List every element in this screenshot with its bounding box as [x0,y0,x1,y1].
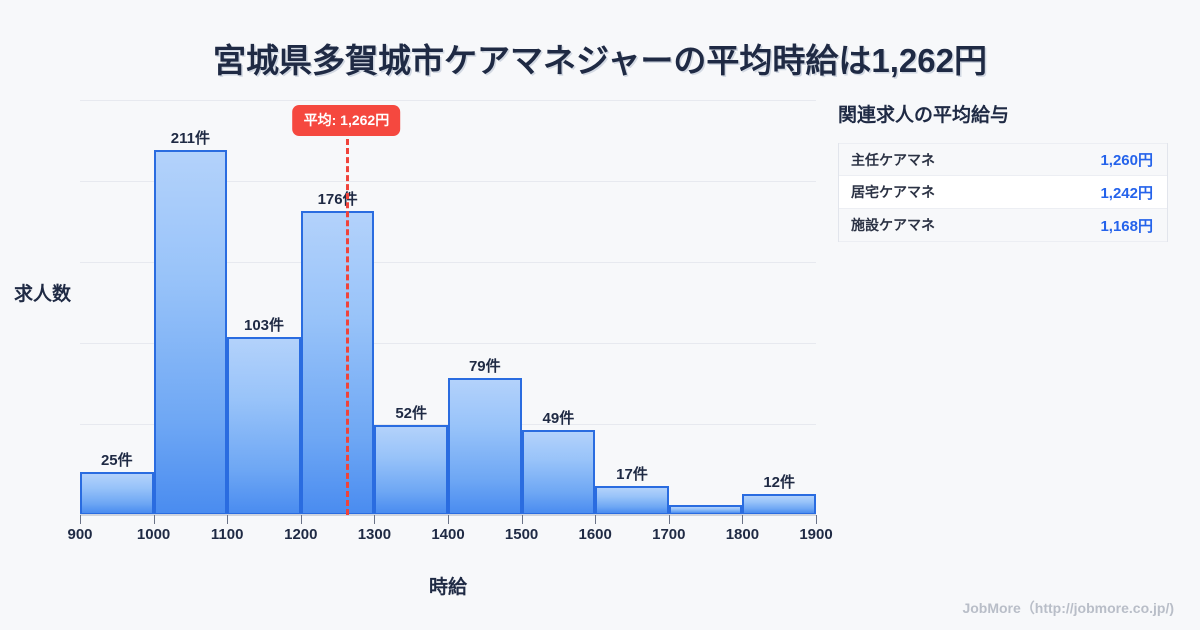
page-title: 宮城県多賀城市ケアマネジャーの平均時給は1,262円 [213,42,987,79]
row-value: 1,168円 [1100,217,1153,235]
chart-canvas: 900 1000 1100 1200 1300 1400 1500 1600 1700 1800 1… [14,100,833,598]
gridline [80,343,816,344]
bar [668,504,743,515]
bar-label: 79件 [468,358,501,376]
x-axis-tick-label: 1900 [799,526,833,543]
bar-label: 211件 [170,130,210,148]
bar [374,425,448,515]
x-axis-tick [153,515,155,524]
gridline [80,181,816,182]
bar-label: 12件 [763,474,796,492]
mean-vline [346,130,350,515]
row-value: 1,260円 [1100,152,1153,169]
bar [448,378,522,515]
bar-label: 25件 [100,451,133,469]
x-axis-tick [595,515,597,524]
bar-label: 17件 [616,465,648,483]
related-salary-table: 主任ケアマネ 1,260円居宅ケアマネ 1,242円施設ケアマネ 1,168円 [838,143,1168,242]
bar-label: 52件 [395,405,428,423]
table-row: 居宅ケアマネ 1,242円 [839,176,1167,209]
x-axis-tick-label: 900 [67,526,93,543]
bar [227,336,301,515]
x-axis-tick-label: 1700 [652,526,686,543]
x-axis-tick-label: 1600 [578,526,612,543]
x-axis-tick [227,515,229,524]
watermark: JobMore（http://jobmore.co.jp/) [962,600,1174,616]
x-axis-tick-label: 1000 [136,526,171,543]
mean-badge: 平均: 1,262円 [292,105,401,136]
row-label: 居宅ケアマネ [851,184,935,200]
plot-area [80,100,816,515]
related-salary-panel: 関連求人の平均給与 主任ケアマネ 1,260円居宅ケアマネ 1,242円施設ケアマネ… [838,100,1168,242]
gridline [80,262,816,263]
row-label: 施設ケアマネ [851,217,935,233]
bar [80,471,154,515]
x-axis-tick [816,515,817,524]
x-axis-tick-label: 1300 [357,526,392,543]
table-row: 主任ケアマネ 1,260円 [839,143,1167,176]
x-axis-tick-label: 1500 [504,526,539,543]
x-axis-tick [742,515,744,524]
x-axis-tick [80,515,81,524]
x-axis-tick-label: 1100 [210,526,244,543]
x-axis-tick [300,515,302,524]
bar [521,430,596,515]
bar [153,150,228,515]
x-axis-tick [521,515,523,524]
bar [742,494,816,515]
row-value: 1,242円 [1100,184,1153,202]
x-axis-tick [374,515,376,524]
x-axis-title: 時給 [428,577,467,598]
bar-label: 176件 [317,190,358,208]
bar-label: 103件 [243,316,285,334]
bar [300,210,375,515]
x-axis-tick-label: 1800 [725,526,760,543]
x-axis-tick-label: 1200 [284,526,318,543]
gridline [80,100,816,101]
bar-label: 49件 [542,410,575,428]
x-axis-tick-label: 1400 [431,526,465,543]
x-axis-tick [668,515,670,524]
table-row: 施設ケアマネ 1,168円 [839,209,1167,242]
x-axis-tick [448,515,449,524]
related-salary-title: 関連求人の平均給与 [838,105,1010,126]
y-axis-title: 求人数 [14,284,72,305]
bar [595,485,669,515]
row-label: 主任ケアマネ [851,151,935,168]
